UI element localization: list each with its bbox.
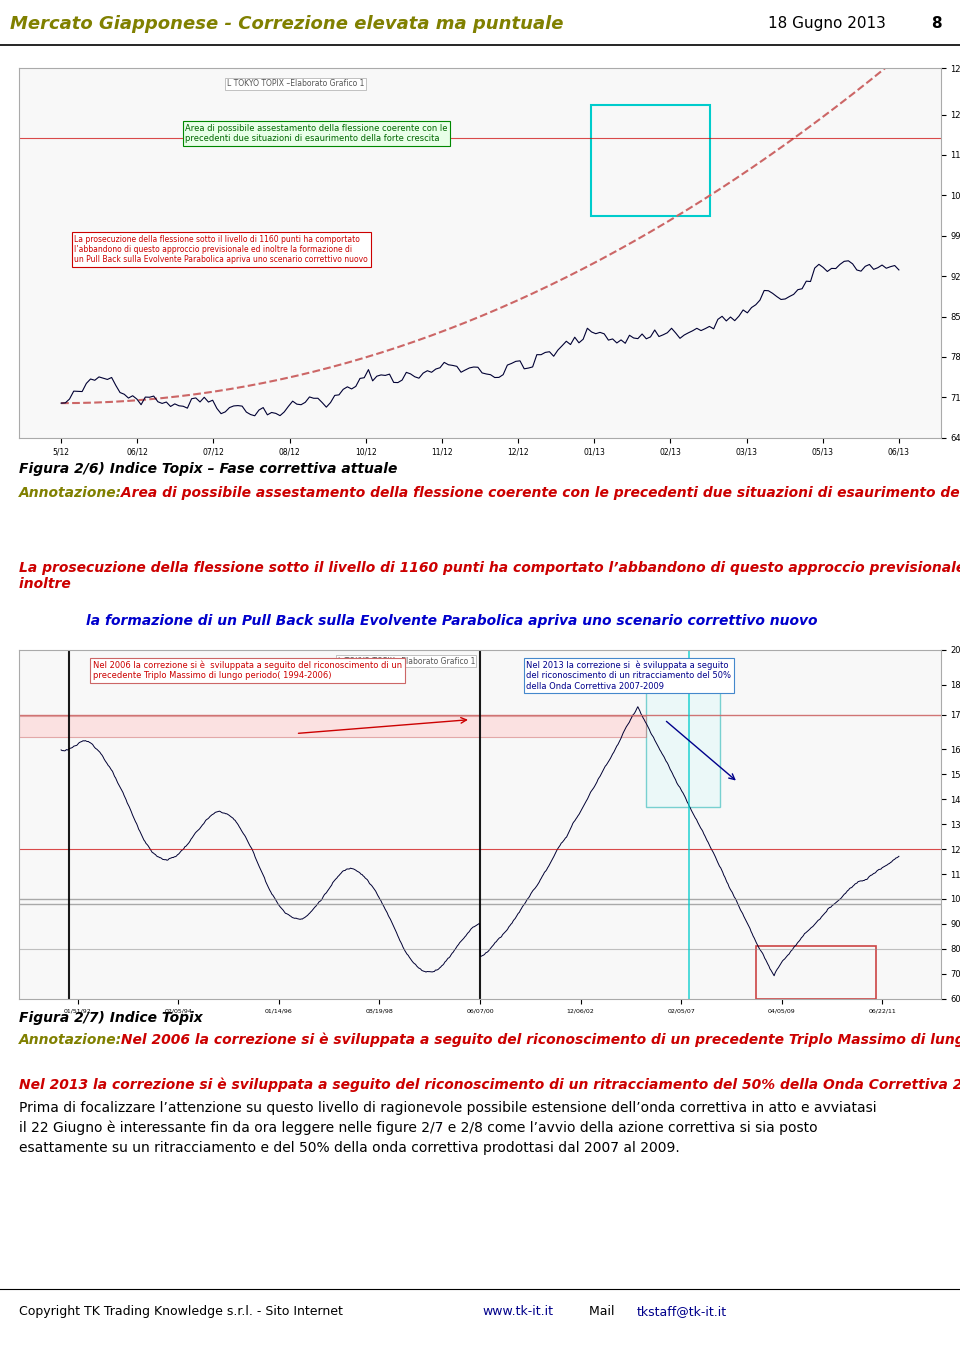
Text: Figura 2/7) Indice Topix: Figura 2/7) Indice Topix [19, 1011, 203, 1025]
Text: La prosecuzione della flessione sotto il livello di 1160 punti ha comportato
l’a: La prosecuzione della flessione sotto il… [75, 235, 369, 264]
Text: Nel 2013 la correzione si è sviluppata a seguito del riconoscimento di un ritrac: Nel 2013 la correzione si è sviluppata a… [19, 1078, 960, 1092]
Text: la formazione di un Pull Back sulla Evolvente Parabolica apriva uno scenario cor: la formazione di un Pull Back sulla Evol… [85, 614, 817, 628]
Text: Nel 2006 la correzione si è sviluppata a seguito del riconoscimento di un preced: Nel 2006 la correzione si è sviluppata a… [116, 1033, 960, 1048]
Text: Nel 2006 la correzione si è  sviluppata a seguito del riconoscimento di un
prece: Nel 2006 la correzione si è sviluppata a… [93, 661, 402, 680]
Text: L TOKYO TOPIX –Elaborato Grafico 1: L TOKYO TOPIX –Elaborato Grafico 1 [227, 79, 365, 89]
Text: www.tk-it.it: www.tk-it.it [482, 1305, 553, 1319]
Text: Area di possibile assestamento della flessione coerente con le
precedenti due si: Area di possibile assestamento della fle… [185, 123, 447, 144]
FancyBboxPatch shape [19, 715, 646, 737]
Text: 18 Gugno 2013: 18 Gugno 2013 [768, 16, 886, 31]
Text: Copyright TK Trading Knowledge s.r.l. - Sito Internet: Copyright TK Trading Knowledge s.r.l. - … [19, 1305, 348, 1319]
Text: tkstaff@tk-it.it: tkstaff@tk-it.it [636, 1305, 727, 1319]
Text: Annotazione:: Annotazione: [19, 486, 122, 499]
Text: Area di possibile assestamento della flessione coerente con le precedenti due si: Area di possibile assestamento della fle… [116, 486, 960, 499]
Text: Mercato Giapponese - Correzione elevata ma puntuale: Mercato Giapponese - Correzione elevata … [10, 15, 564, 33]
Text: Mail: Mail [585, 1305, 618, 1319]
Text: 8: 8 [931, 16, 942, 31]
Text: Annotazione:: Annotazione: [19, 1033, 122, 1047]
Text: Prima di focalizzare l’attenzione su questo livello di ragionevole possibile est: Prima di focalizzare l’attenzione su que… [19, 1101, 876, 1155]
Text: L TOKYO TOPIX –Elaborato Grafico 1: L TOKYO TOPIX –Elaborato Grafico 1 [338, 657, 475, 666]
Text: La prosecuzione della flessione sotto il livello di 1160 punti ha comportato l’a: La prosecuzione della flessione sotto il… [19, 561, 960, 591]
Text: Nel 2013 la correzione si  è sviluppata a seguito
del riconoscimento di un ritra: Nel 2013 la correzione si è sviluppata a… [526, 661, 732, 691]
Text: Figura 2/6) Indice Topix – Fase correttiva attuale: Figura 2/6) Indice Topix – Fase corretti… [19, 461, 397, 476]
FancyBboxPatch shape [646, 668, 720, 807]
